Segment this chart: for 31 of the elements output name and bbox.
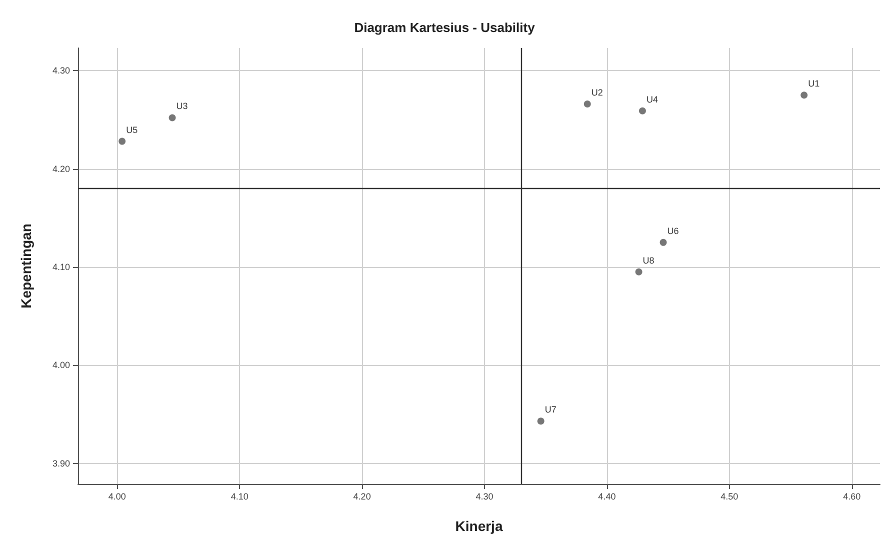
point <box>584 100 591 108</box>
x-tick-label: 4.30 <box>476 492 494 502</box>
point <box>638 107 646 114</box>
point <box>168 114 176 122</box>
point <box>635 268 642 276</box>
annotation: U2 <box>591 87 603 98</box>
x-tick-label: 4.20 <box>353 492 371 502</box>
y-tick-label: 3.90 <box>52 458 70 468</box>
point <box>800 92 808 99</box>
y-tick-label: 4.20 <box>52 164 70 174</box>
y-tick-label: 4.10 <box>52 262 70 272</box>
point <box>660 238 667 246</box>
annotation: U8 <box>642 255 654 266</box>
x-tick-label: 4.50 <box>720 492 738 502</box>
x-tick-label: 4.40 <box>598 492 616 502</box>
point <box>537 418 544 425</box>
annotation: U3 <box>176 101 188 112</box>
annotation: U5 <box>126 124 138 135</box>
y-tick-label: 4.00 <box>52 360 70 370</box>
point <box>118 138 126 145</box>
x-tick-label: 4.10 <box>230 492 248 502</box>
annotation: U6 <box>667 226 679 236</box>
x-tick-label: 4.60 <box>843 492 861 502</box>
x-axis-title: Kinerja <box>455 518 503 534</box>
x-tick-label: 4.00 <box>108 492 126 502</box>
y-axis-title: Kepentingan <box>18 224 34 308</box>
y-tick-label: 4.30 <box>52 66 70 76</box>
annotation: U7 <box>544 404 556 415</box>
annotation: U1 <box>808 78 820 89</box>
chart-title: Diagram Kartesius - Usability <box>354 20 536 35</box>
annotation: U4 <box>646 94 658 104</box>
